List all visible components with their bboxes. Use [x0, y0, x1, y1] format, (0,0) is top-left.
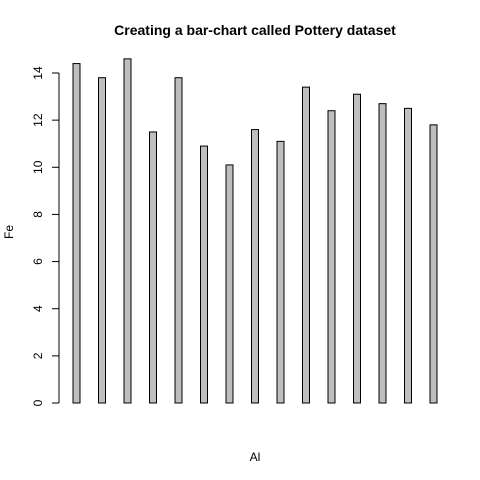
- y-axis: 0 2 4 6 8 10 12 14: [31, 66, 60, 406]
- bars-group: [72, 58, 438, 404]
- bar: [353, 93, 361, 404]
- y-tick-label: 8: [31, 211, 45, 218]
- bar: [429, 124, 438, 404]
- chart-title: Creating a bar-chart called Pottery data…: [114, 22, 396, 38]
- bar: [404, 107, 412, 404]
- bar: [123, 58, 132, 404]
- y-tick-label: 10: [31, 160, 45, 174]
- x-axis-label: Al: [250, 450, 261, 464]
- y-tick-label: 0: [31, 399, 45, 406]
- y-tick-label: 6: [31, 258, 45, 265]
- bar: [251, 129, 259, 404]
- bar: [72, 63, 81, 404]
- bar: [149, 131, 157, 404]
- y-axis-label: Fe: [2, 225, 16, 239]
- y-tick-label: 2: [31, 352, 45, 359]
- y-tick-label: 4: [31, 305, 45, 312]
- bar: [276, 140, 285, 404]
- bar: [225, 164, 234, 404]
- bar: [200, 145, 208, 404]
- bar: [378, 103, 387, 404]
- y-tick-label: 14: [31, 66, 45, 80]
- bar: [174, 77, 183, 404]
- bar: [98, 77, 106, 404]
- bar: [327, 110, 336, 404]
- bar: [302, 86, 310, 404]
- y-tick-label: 12: [31, 113, 45, 127]
